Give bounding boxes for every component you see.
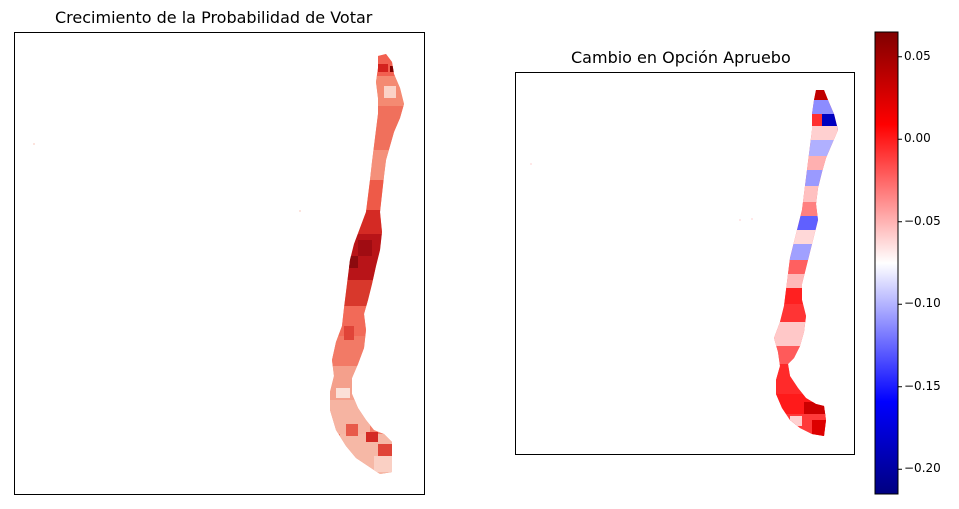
right-map-chile-shape bbox=[774, 90, 838, 436]
left-map-title: Crecimiento de la Probabilidad de Votar bbox=[55, 8, 373, 27]
colorbar bbox=[874, 31, 899, 495]
right-map-island bbox=[739, 219, 741, 221]
left-map-island bbox=[33, 143, 35, 145]
left-map-island bbox=[299, 210, 301, 212]
colorbar-tick-label: −0.20 bbox=[904, 461, 941, 476]
colorbar-tick-label: 0.05 bbox=[904, 48, 931, 63]
colorbar-tick-label: −0.05 bbox=[904, 213, 941, 228]
left-map-chile-shape bbox=[330, 54, 404, 474]
colorbar-tick-label: 0.00 bbox=[904, 131, 931, 146]
colorbar-tick-label: −0.10 bbox=[904, 296, 941, 311]
right-map-island bbox=[751, 218, 753, 220]
right-map-island bbox=[530, 163, 532, 165]
colorbar-ticks bbox=[898, 56, 902, 470]
right-map-title: Cambio en Opción Apruebo bbox=[571, 48, 791, 67]
colorbar-tick-label: −0.15 bbox=[904, 378, 941, 393]
